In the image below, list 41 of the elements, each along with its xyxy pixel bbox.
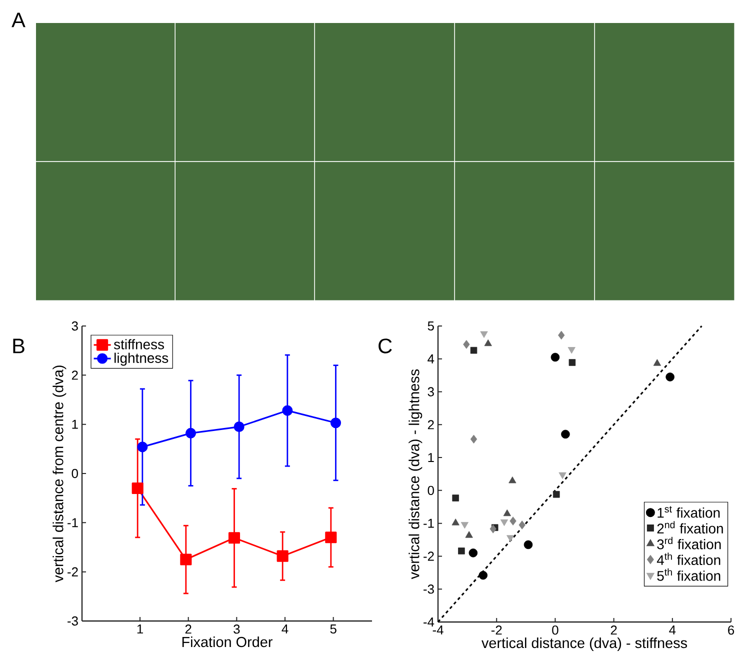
legend-label: lightness	[114, 352, 168, 366]
y-tick-label: 4	[428, 354, 434, 364]
y-tick-label: 0	[72, 468, 78, 478]
legend-label: 2$^{nd}$ fixation	[657, 521, 723, 534]
x-tick-label: 2	[610, 626, 617, 635]
y-tick-label: 5	[428, 321, 434, 331]
x-tick-label: 6	[728, 626, 734, 635]
y-tick-label: -3	[424, 584, 434, 594]
y-tick-label: 2	[72, 370, 78, 380]
x-axis-title: vertical distance (dva) - stiffness	[482, 638, 688, 651]
y-tick-label: 3	[72, 321, 78, 331]
y-tick-label: -4	[424, 618, 434, 626]
legend-label: 1$^{st}$ fixation	[658, 506, 720, 518]
legend-label: 5$^{th}$ fixation	[657, 568, 720, 581]
y-axis-title: vertical distance (dva) - lightness	[408, 369, 422, 580]
text: B	[13, 338, 24, 354]
y-tick-label: -2	[68, 567, 78, 576]
text: A	[12, 12, 26, 28]
y-tick-label: 1	[428, 453, 434, 462]
y-tick-label: -1	[424, 518, 434, 528]
x-tick-label: 4	[282, 624, 288, 634]
y-tick-label: 1	[72, 420, 78, 429]
y-tick-label: 3	[428, 387, 434, 396]
y-tick-label: -2	[424, 552, 434, 561]
y-tick-label: 0	[428, 486, 434, 496]
x-axis-title: Fixation Order	[182, 636, 273, 648]
y-tick-label: -3	[68, 616, 78, 626]
x-tick-label: 2	[185, 624, 192, 634]
legend-label: stiffness	[114, 339, 164, 350]
legend-label: 3$^{rd}$ fixation	[657, 536, 721, 550]
x-tick-label: -2	[491, 626, 502, 635]
y-axis-title: vertical distance from centre (dva)	[52, 366, 66, 582]
x-tick-label: 4	[669, 626, 676, 634]
y-tick-label: 2	[428, 420, 434, 430]
y-tick-label: -1	[68, 518, 78, 528]
x-tick-label: 5	[330, 624, 336, 634]
x-tick-label: 3	[234, 624, 240, 634]
legend-label: 4$^{th}$ fixation	[656, 552, 720, 566]
x-tick-label: 0	[552, 626, 558, 635]
text: C	[378, 338, 392, 354]
x-tick-label: 1	[137, 624, 143, 634]
